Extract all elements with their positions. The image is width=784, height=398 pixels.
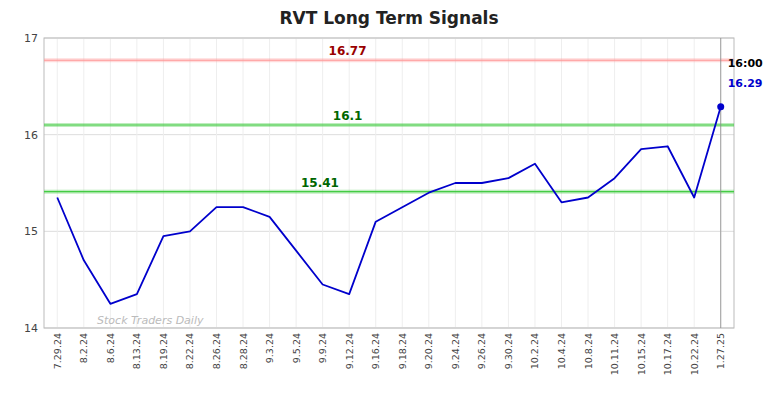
grid-line-x [375, 38, 376, 328]
title: RVT Long Term Signals [279, 8, 498, 28]
point-label: 16:00 [728, 57, 763, 70]
grid-line-x [588, 38, 589, 328]
grid-line-x [57, 38, 58, 328]
plot-area [44, 38, 734, 328]
x-tick-label: 10.4.24 [556, 333, 567, 369]
x-tick-label: 10.15.24 [636, 333, 647, 375]
x-tick-label: 9.30.24 [503, 333, 514, 369]
y-tick-label: 15 [24, 225, 38, 238]
x-tick-label: 8.6.24 [105, 333, 116, 363]
plot-frame [44, 38, 734, 328]
grid-line-x [720, 38, 721, 328]
x-tick-label: 8.22.24 [184, 333, 195, 369]
grid-line-x [534, 38, 535, 328]
hline-band [44, 123, 734, 127]
last-point-vline [720, 38, 721, 328]
grid-line-x [163, 38, 164, 328]
grid-line [44, 231, 734, 232]
chart: RVT Long Term Signals 14 15 16 17 7.29.24 8.2.… [0, 0, 784, 398]
x-tick-label: 10.2.24 [529, 333, 540, 369]
grid-line-x [136, 38, 137, 328]
x-tick-label: 9.24.24 [450, 333, 461, 369]
grid [44, 38, 734, 328]
x-tick-label: 9.12.24 [344, 333, 355, 369]
watermark: Stock Traders Daily [97, 314, 204, 327]
grid-line-x [110, 38, 111, 328]
x-tick-label: 9.5.24 [291, 333, 302, 363]
hline-label: 15.41 [301, 176, 339, 190]
x-tick-label: 8.13.24 [131, 333, 142, 369]
x-tick-label: 1.27.25 [715, 333, 726, 369]
grid-line-x [561, 38, 562, 328]
x-tick-label: 10.22.24 [689, 333, 700, 375]
annotation-labels: 16.77 16.1 15.41 16:00 16.29 Stock Traders Da… [97, 44, 763, 327]
x-tick-label: 10.8.24 [583, 333, 594, 369]
grid-line-x [694, 38, 695, 328]
grid-line-x [641, 38, 642, 328]
grid-line-x [243, 38, 244, 328]
x-tick-label: 10.17.24 [662, 333, 673, 375]
grid-line-x [83, 38, 84, 328]
x-tick-label: 9.9.24 [317, 333, 328, 363]
hline [44, 124, 734, 125]
grid-line-x [614, 38, 615, 328]
hline-label: 16.1 [333, 109, 363, 123]
x-tick-label: 8.26.24 [211, 333, 222, 369]
grid-line-x [349, 38, 350, 328]
x-tick-label: 9.16.24 [370, 333, 381, 369]
grid-line [44, 134, 734, 135]
x-tick-label: 7.29.24 [52, 333, 63, 369]
grid-line-x [402, 38, 403, 328]
x-tick-label: 8.2.24 [78, 333, 89, 363]
x-tick-label: 10.11.24 [609, 333, 620, 375]
grid-line-x [269, 38, 270, 328]
line [57, 107, 720, 304]
y-tick-label: 14 [24, 322, 38, 335]
hline-band [44, 58, 734, 62]
hline-label: 16.77 [329, 44, 367, 58]
last-point [717, 103, 724, 110]
hline [44, 60, 734, 61]
grid-line-x [428, 38, 429, 328]
y-tick-label: 17 [24, 32, 38, 45]
grid-line-x [296, 38, 297, 328]
grid-line-x [189, 38, 190, 328]
x-tick-label: 9.3.24 [264, 333, 275, 363]
hline-band [44, 190, 734, 194]
x-tick-label: 9.20.24 [423, 333, 434, 369]
grid-line-x [667, 38, 668, 328]
x-tick-label: 8.19.24 [158, 333, 169, 369]
grid-line-x [508, 38, 509, 328]
x-tick-label: 8.28.24 [238, 333, 249, 369]
x-tick-label: 9.26.24 [476, 333, 487, 369]
grid-line-x [216, 38, 217, 328]
x-tick-label: 9.18.24 [397, 333, 408, 369]
point-label: 16.29 [728, 77, 763, 90]
hline [44, 191, 734, 192]
y-tick-label: 16 [24, 129, 38, 142]
